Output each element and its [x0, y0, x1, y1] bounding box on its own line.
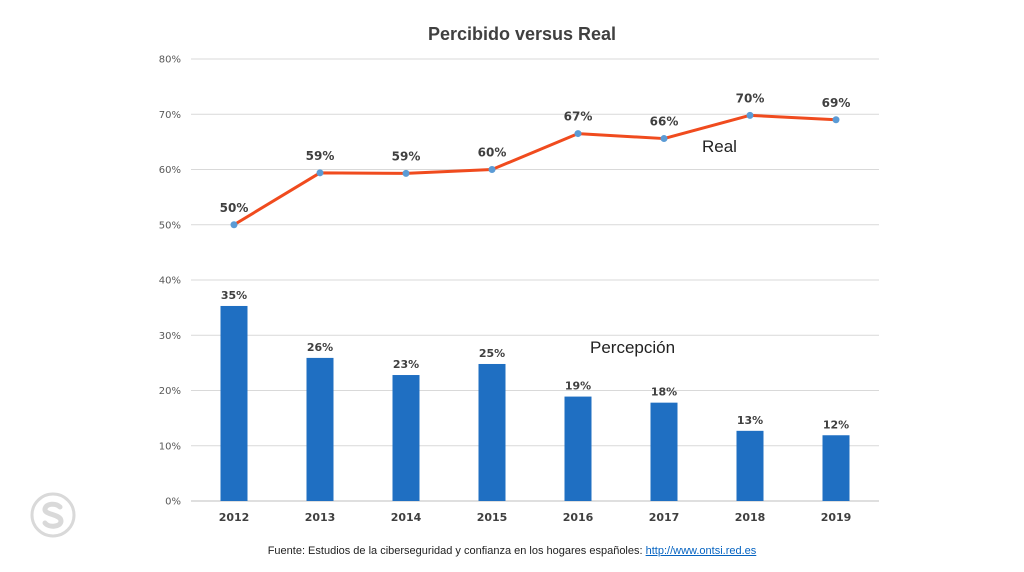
bar-data-label: 19% [565, 380, 591, 393]
gridlines [191, 58, 879, 502]
line-point [488, 166, 496, 173]
bar [736, 430, 764, 501]
footer-text: Fuente: Estudios de la ciberseguridad y … [267, 545, 646, 557]
bar-data-label: 35% [221, 289, 247, 302]
x-tick-label: 2014 [391, 511, 422, 524]
bar-data-label: 12% [823, 418, 849, 431]
y-axis-ticks: 0% 10% 20% 30% 40% 50% 60% 70% 80% [159, 55, 181, 508]
footer-source: Fuente: Estudios de la ciberseguridad y … [0, 545, 1024, 557]
x-tick-label: 2012 [219, 511, 250, 524]
x-axis-ticks: 2012 2013 2014 2015 2016 2017 2018 2019 [219, 511, 852, 524]
chart-title: Percibido versus Real [428, 24, 616, 44]
x-tick-label: 2017 [649, 511, 680, 524]
line-point [832, 116, 840, 124]
x-tick-label: 2019 [821, 511, 852, 524]
y-tick-label: 70% [159, 110, 181, 121]
bar-labels: 35% 26% 23% 25% 19% 18% 13% 12% [221, 289, 849, 431]
series-label-percepcion: Percepción [590, 338, 675, 357]
line-series [230, 111, 840, 229]
line-data-label: 69% [822, 96, 851, 110]
x-tick-label: 2018 [735, 511, 766, 524]
line-point [574, 130, 582, 138]
y-tick-label: 40% [159, 276, 181, 287]
bar [478, 363, 506, 501]
line-data-label: 67% [564, 110, 593, 124]
y-tick-label: 50% [159, 220, 181, 231]
bar [564, 396, 592, 501]
bar [650, 402, 678, 501]
line-point [660, 135, 668, 143]
line-point [746, 111, 754, 119]
bar-data-label: 18% [651, 386, 677, 399]
line-point [230, 221, 238, 229]
line-labels: 50% 59% 59% 60% 67% 66% 70% 69% [220, 91, 851, 214]
line-data-label: 59% [392, 149, 421, 163]
bar-data-label: 13% [737, 414, 763, 427]
line-data-label: 50% [220, 201, 249, 215]
x-tick-label: 2013 [305, 511, 336, 524]
bar-series [220, 305, 850, 501]
bar [392, 375, 420, 501]
source-link[interactable]: http://www.ontsi.red.es [645, 545, 757, 557]
y-tick-label: 10% [159, 441, 181, 452]
line-point [316, 169, 324, 177]
bar-data-label: 25% [479, 347, 505, 360]
y-tick-label: 30% [159, 331, 181, 342]
bar [306, 357, 334, 501]
y-tick-label: 80% [159, 55, 181, 66]
x-tick-label: 2015 [477, 511, 508, 524]
y-tick-label: 20% [159, 386, 181, 397]
line-data-label: 70% [736, 91, 765, 105]
line-data-label: 59% [306, 149, 335, 163]
series-label-real: Real [702, 137, 737, 156]
bar [220, 305, 248, 501]
y-tick-label: 60% [159, 165, 181, 176]
line-data-label: 60% [478, 146, 507, 160]
line-path [233, 113, 837, 227]
line-point [402, 169, 410, 177]
bar-data-label: 23% [393, 358, 419, 371]
skype-logo-icon [30, 492, 76, 538]
bar [822, 435, 850, 501]
bar-data-label: 26% [307, 341, 333, 354]
y-tick-label: 0% [165, 497, 181, 508]
x-tick-label: 2016 [563, 511, 594, 524]
line-data-label: 66% [650, 115, 679, 129]
